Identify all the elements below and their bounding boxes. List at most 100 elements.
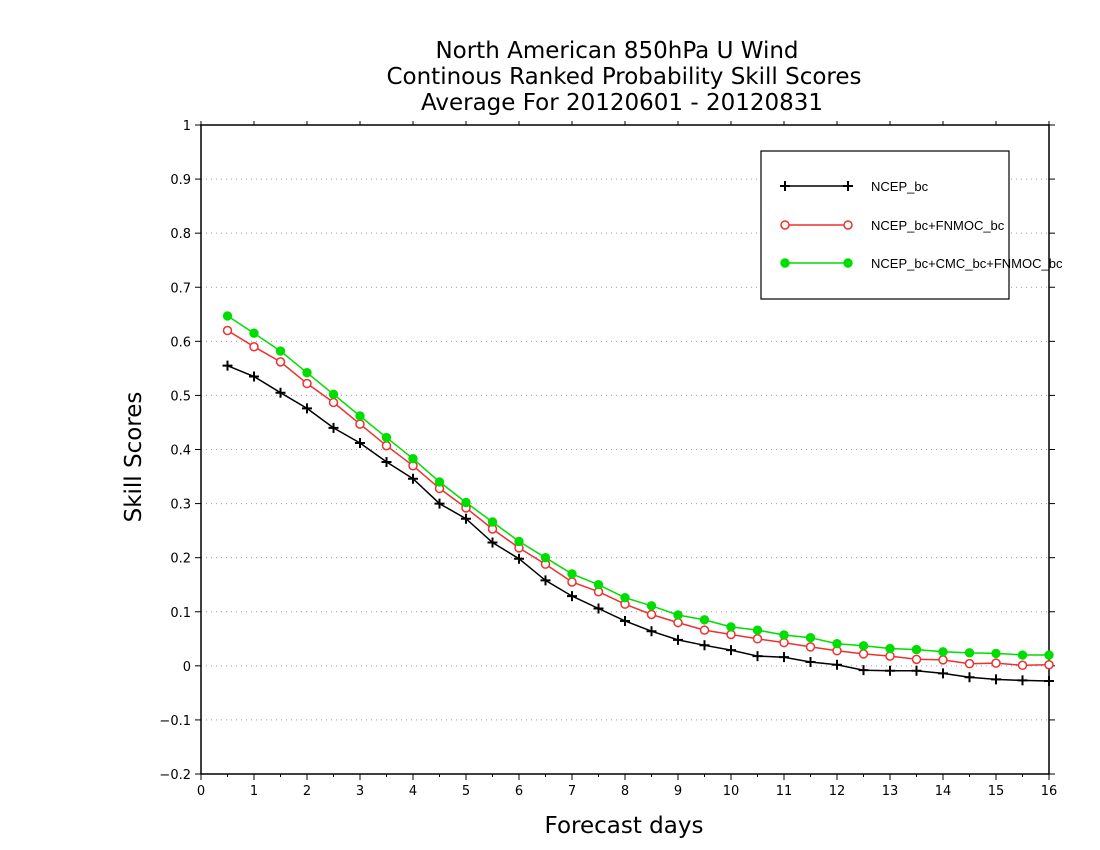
data-point <box>699 640 710 651</box>
legend-marker <box>780 220 790 230</box>
data-point <box>964 648 975 658</box>
data-point <box>249 371 259 382</box>
x-tick-label: 8 <box>621 784 629 799</box>
legend-marker <box>843 258 853 268</box>
x-tick-label: 10 <box>723 784 740 799</box>
data-point <box>726 645 736 656</box>
data-point <box>673 610 683 620</box>
y-tick-label: 0.8 <box>170 227 191 242</box>
y-axis-label: Skill Scores <box>121 392 147 523</box>
data-point <box>938 655 948 665</box>
data-point <box>434 477 445 487</box>
data-point <box>567 577 577 587</box>
data-point <box>355 438 365 449</box>
data-point <box>302 368 312 378</box>
data-point <box>275 387 286 398</box>
x-tick-label: 16 <box>1041 784 1058 799</box>
series-line <box>227 329 1050 667</box>
data-series <box>222 311 1054 686</box>
data-point <box>222 325 233 336</box>
data-point <box>381 456 392 467</box>
data-point <box>620 592 630 603</box>
data-point <box>381 440 392 451</box>
data-point <box>991 674 1001 685</box>
chart-title-line-3: Average For 20120601 - 20120831 <box>421 90 823 116</box>
legend-label: NCEP_bc+FNMOC_bc <box>871 218 1005 233</box>
data-point <box>646 601 657 611</box>
y-tick-label: 0.5 <box>170 389 191 404</box>
y-tick-label: 0.4 <box>170 444 191 459</box>
data-point <box>779 630 789 640</box>
data-point <box>249 328 259 338</box>
data-point <box>832 638 842 649</box>
data-point <box>408 453 418 464</box>
data-point <box>964 672 975 683</box>
data-point <box>381 432 392 443</box>
data-point <box>938 668 948 679</box>
data-point <box>540 552 551 563</box>
data-point <box>1017 650 1028 660</box>
data-point <box>487 537 498 548</box>
y-tick-label: 0.9 <box>170 173 191 188</box>
x-axis-label: Forecast days <box>545 813 704 839</box>
legend-marker <box>780 181 790 191</box>
data-point <box>514 553 524 564</box>
data-point <box>222 360 233 371</box>
data-point <box>1044 660 1054 670</box>
data-point <box>593 580 604 590</box>
data-point <box>593 603 604 614</box>
data-point <box>355 419 365 429</box>
data-point <box>991 648 1001 659</box>
legend-label: NCEP_bc+CMC_bc+FNMOC_bc <box>871 256 1063 271</box>
data-point <box>620 615 630 626</box>
x-tick-label: 3 <box>356 784 364 799</box>
series-2 <box>222 325 1054 671</box>
legend-label: NCEP_bc <box>871 179 929 194</box>
x-tick-label: 5 <box>462 784 470 799</box>
data-point <box>1044 675 1054 686</box>
x-tick-label: 7 <box>568 784 576 799</box>
data-point <box>779 637 789 648</box>
series-1 <box>222 360 1054 686</box>
data-point <box>673 634 683 645</box>
data-point <box>487 517 498 527</box>
data-point <box>885 651 895 661</box>
legend: NCEP_bc NCEP_bc+FNMOC_bc NCEP_bc+CMC_bc+FN… <box>760 150 1063 300</box>
data-point <box>938 647 948 657</box>
y-tick-label: 1 <box>183 119 191 134</box>
data-point <box>540 575 551 586</box>
data-point <box>461 497 471 508</box>
chart-title-line-2: Continous Ranked Probability Skill Score… <box>386 64 861 90</box>
x-tick-label: 14 <box>935 784 952 799</box>
data-point <box>646 609 657 620</box>
data-point <box>805 642 816 652</box>
y-tick-label: 0.3 <box>170 498 191 513</box>
y-tick-label: −0.2 <box>159 768 191 783</box>
x-tick-label: 1 <box>250 784 258 799</box>
data-point <box>858 665 869 676</box>
data-point <box>726 629 736 640</box>
plot-frame <box>200 124 1050 775</box>
x-tick-label: 4 <box>409 784 417 799</box>
axes: −0.2−0.100.10.20.30.40.50.60.70.80.910 1 2… <box>159 119 1057 799</box>
data-point <box>355 411 365 421</box>
data-point <box>328 422 339 433</box>
data-point <box>699 615 710 625</box>
legend-entry-3: NCEP_bc+CMC_bc+FNMOC_bc <box>780 256 1063 271</box>
x-tick-label: 13 <box>882 784 899 799</box>
data-point <box>434 498 445 509</box>
data-point <box>275 357 286 367</box>
y-tick-label: 0.7 <box>170 281 191 296</box>
data-point <box>911 654 922 665</box>
legend-marker <box>843 220 853 230</box>
data-point <box>726 622 736 632</box>
data-point <box>408 473 418 484</box>
data-point <box>991 658 1001 668</box>
x-tick-label: 15 <box>988 784 1005 799</box>
data-point <box>249 341 259 352</box>
data-point <box>567 569 577 579</box>
data-point <box>858 641 869 651</box>
x-tick-label: 11 <box>776 784 793 799</box>
data-point <box>461 513 471 524</box>
data-point <box>752 651 763 662</box>
